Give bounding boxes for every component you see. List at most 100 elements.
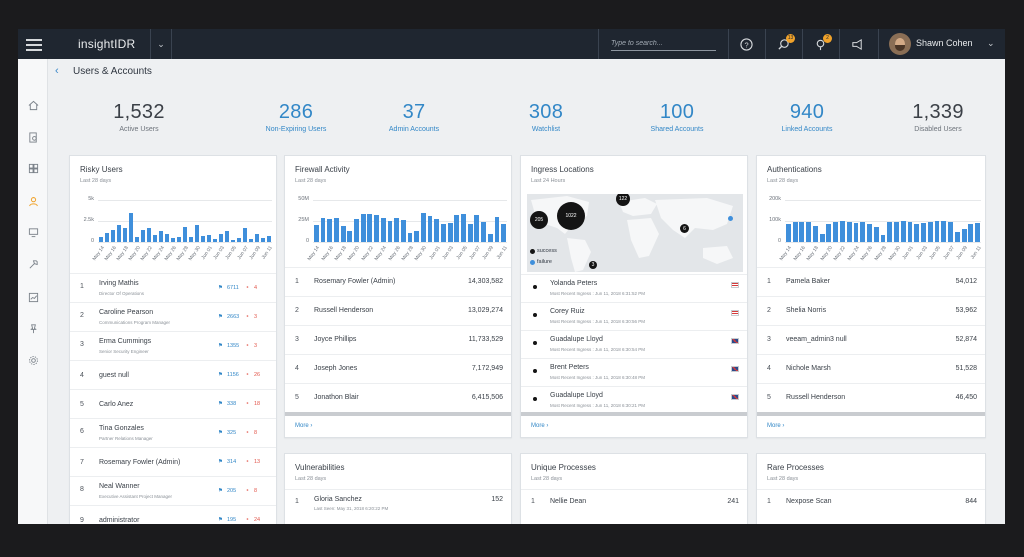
sidebar-item-users[interactable] (18, 191, 48, 211)
help-button[interactable]: ? (728, 29, 764, 59)
flag-count[interactable]: 1156 (227, 372, 239, 378)
chart-bar[interactable] (340, 226, 346, 242)
user-menu[interactable]: Shawn Cohen ⌄ (878, 29, 1005, 59)
map-bubble[interactable]: 1022 (557, 202, 585, 230)
chart-bar[interactable] (212, 239, 218, 242)
list-item[interactable]: 2 Caroline Pearson Communications Program … (70, 302, 276, 331)
stat-label[interactable]: Non-Expiring Users (265, 126, 327, 133)
row-name[interactable]: Russell Henderson (314, 307, 374, 314)
row-name[interactable]: Joyce Phillips (314, 336, 357, 343)
list-item[interactable]: 2 Shelia Norris 53,962 (757, 296, 985, 325)
row-name[interactable]: Irving Mathis (99, 280, 139, 287)
chart-bar[interactable] (320, 218, 326, 242)
flag-count[interactable]: 195 (227, 517, 237, 523)
chart-bar[interactable] (110, 230, 116, 242)
more-link-label[interactable]: More (531, 423, 545, 429)
chart-bar[interactable] (170, 237, 176, 242)
chart-bar[interactable] (900, 221, 906, 242)
chart-bar[interactable] (360, 214, 366, 242)
row-name[interactable]: Jonathon Blair (314, 394, 359, 401)
list-item[interactable]: Corey Ruiz Most Recent Ingress : Jun 11, … (521, 302, 747, 330)
chart-bar[interactable] (394, 218, 400, 242)
chart-bar[interactable] (230, 240, 236, 242)
chart-bar[interactable] (242, 227, 248, 242)
chart-bar[interactable] (354, 219, 359, 242)
list-item[interactable]: 4 guest null ⚑ 1156 ‣ 26 (70, 360, 276, 389)
sidebar-item-reports[interactable] (18, 287, 48, 307)
chart-bar[interactable] (380, 218, 386, 242)
chart-bar[interactable] (806, 222, 812, 242)
chart-bar[interactable] (116, 225, 122, 242)
chart-bar[interactable] (927, 221, 933, 242)
chart-bar[interactable] (164, 233, 170, 242)
chart-bar[interactable] (887, 222, 893, 242)
chart-bar[interactable] (224, 231, 230, 242)
stat-label[interactable]: Shared Accounts (650, 126, 704, 133)
row-name[interactable]: Nellie Dean (550, 498, 587, 505)
chart-bar[interactable] (481, 221, 486, 242)
chart-bar[interactable] (327, 219, 333, 242)
more-link[interactable]: More › (767, 423, 785, 429)
chart-bar[interactable] (792, 222, 798, 242)
chart-bar[interactable] (347, 231, 353, 242)
chart-bar[interactable] (840, 221, 845, 242)
sidebar-item-data-collection[interactable] (18, 254, 48, 274)
chart-bar[interactable] (785, 224, 791, 242)
chart-bar[interactable] (248, 239, 254, 242)
location-count[interactable]: 8 (254, 430, 258, 436)
chart-bar[interactable] (176, 236, 182, 242)
stat-label[interactable]: Watchlist (531, 126, 561, 133)
list-item[interactable]: 2 Russell Henderson 13,029,274 (285, 296, 511, 325)
chart-bar[interactable] (441, 224, 446, 242)
stat-admin-accounts[interactable]: 37 Admin Accounts (349, 101, 479, 133)
chart-bar[interactable] (134, 236, 140, 242)
chart-bar[interactable] (833, 221, 839, 242)
row-name[interactable]: Carlo Anez (99, 401, 134, 408)
list-item[interactable]: 3 Joyce Phillips 11,733,529 (285, 325, 511, 354)
stat-watchlist[interactable]: 308 Watchlist (481, 101, 611, 133)
chart-bar[interactable] (420, 213, 426, 242)
chart-bar[interactable] (921, 222, 926, 242)
failure-marker[interactable] (728, 216, 733, 221)
chart-bar[interactable] (954, 231, 960, 242)
chart-bar[interactable] (799, 222, 805, 242)
more-link-label[interactable]: More (767, 423, 781, 429)
chart-bar[interactable] (434, 219, 440, 242)
chart-bar[interactable] (313, 225, 319, 242)
row-name[interactable]: veeam_admin3 null (786, 336, 847, 343)
flag-count[interactable]: 325 (227, 430, 237, 436)
list-item[interactable]: 8 Neal Wanner Executive Assistant Project … (70, 476, 276, 505)
chart-bar[interactable] (182, 226, 188, 242)
chart-bar[interactable] (140, 230, 146, 242)
list-item[interactable]: 1 Nexpose Scan 844 (757, 489, 985, 519)
product-switcher-chevron-icon[interactable]: ⌄ (150, 29, 172, 59)
list-item[interactable]: 9 administrator ⚑ 195 ‣ 24 (70, 505, 276, 524)
location-count[interactable]: 3 (254, 343, 258, 349)
alerts-button[interactable]: 13 (765, 29, 801, 59)
flag-count[interactable]: 314 (227, 459, 237, 465)
more-link[interactable]: More › (531, 423, 549, 429)
chart-bar[interactable] (501, 223, 507, 242)
list-item[interactable]: 1 Rosemary Fowler (Admin) 14,303,582 (285, 267, 511, 296)
chart-bar[interactable] (894, 221, 899, 242)
row-name[interactable]: Brent Peters (550, 364, 589, 371)
row-name[interactable]: guest null (99, 372, 129, 379)
list-item[interactable]: 4 Joseph Jones 7,172,949 (285, 354, 511, 383)
list-item[interactable]: 1 Gloria Sanchez Last Seen: May 31, 2018… (285, 489, 511, 519)
search-input[interactable] (611, 37, 716, 51)
row-name[interactable]: Guadalupe Lloyd (550, 336, 603, 343)
stat-value[interactable]: 37 (402, 101, 426, 123)
stat-label[interactable]: Admin Accounts (388, 126, 440, 133)
stat-value[interactable]: 308 (528, 101, 564, 123)
chart-bar[interactable] (867, 223, 872, 242)
sidebar-item-settings[interactable] (18, 350, 48, 370)
chart-bar[interactable] (454, 215, 460, 242)
list-item[interactable]: 5 Carlo Anez ⚑ 338 ‣ 18 (70, 389, 276, 418)
chart-bar[interactable] (236, 237, 242, 242)
chart-bar[interactable] (846, 221, 852, 242)
location-count[interactable]: 8 (254, 488, 258, 494)
location-count[interactable]: 26 (254, 372, 261, 378)
stat-value[interactable]: 286 (278, 101, 314, 123)
row-name[interactable]: Shelia Norris (786, 307, 827, 314)
chart-bar[interactable] (474, 215, 480, 242)
